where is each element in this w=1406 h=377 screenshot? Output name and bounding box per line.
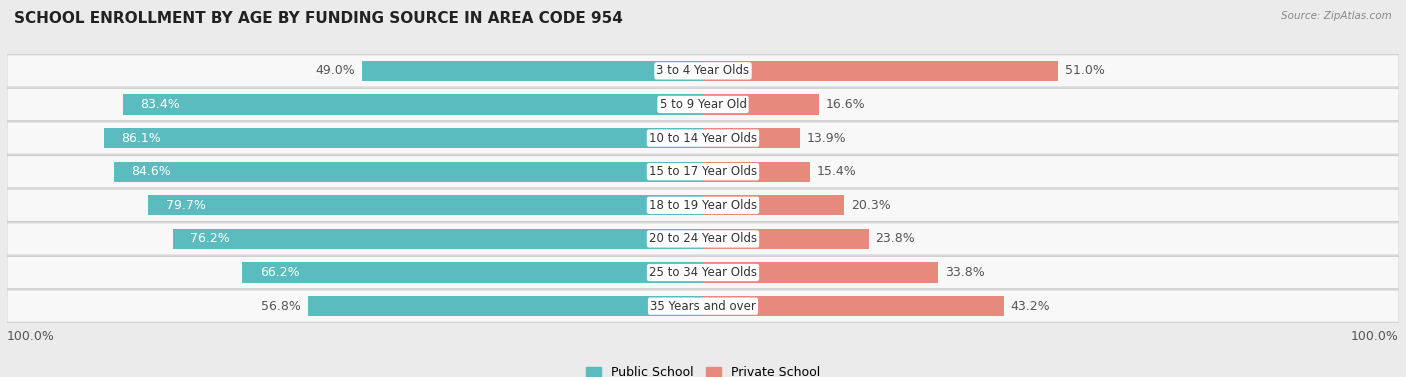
Bar bbox=[308, 296, 703, 316]
Text: 51.0%: 51.0% bbox=[1064, 64, 1105, 77]
FancyBboxPatch shape bbox=[7, 256, 1399, 289]
Text: SCHOOL ENROLLMENT BY AGE BY FUNDING SOURCE IN AREA CODE 954: SCHOOL ENROLLMENT BY AGE BY FUNDING SOUR… bbox=[14, 11, 623, 26]
Bar bbox=[703, 262, 938, 283]
Text: 35 Years and over: 35 Years and over bbox=[650, 300, 756, 313]
Legend: Public School, Private School: Public School, Private School bbox=[582, 363, 824, 377]
Bar bbox=[148, 195, 703, 215]
Text: 23.8%: 23.8% bbox=[876, 232, 915, 245]
FancyBboxPatch shape bbox=[7, 290, 1399, 322]
Bar bbox=[242, 262, 703, 283]
Bar bbox=[703, 296, 1004, 316]
Text: Source: ZipAtlas.com: Source: ZipAtlas.com bbox=[1281, 11, 1392, 21]
Text: 83.4%: 83.4% bbox=[141, 98, 180, 111]
Text: 84.6%: 84.6% bbox=[132, 165, 172, 178]
Bar bbox=[361, 61, 703, 81]
Text: 79.7%: 79.7% bbox=[166, 199, 205, 212]
Text: 49.0%: 49.0% bbox=[315, 64, 354, 77]
Text: 13.9%: 13.9% bbox=[807, 132, 846, 145]
Text: 10 to 14 Year Olds: 10 to 14 Year Olds bbox=[650, 132, 756, 145]
FancyBboxPatch shape bbox=[7, 189, 1399, 221]
Text: 66.2%: 66.2% bbox=[260, 266, 299, 279]
Bar bbox=[703, 61, 1057, 81]
Text: 100.0%: 100.0% bbox=[1351, 330, 1399, 343]
FancyBboxPatch shape bbox=[7, 122, 1399, 154]
Text: 18 to 19 Year Olds: 18 to 19 Year Olds bbox=[650, 199, 756, 212]
Bar bbox=[703, 128, 800, 148]
Text: 86.1%: 86.1% bbox=[121, 132, 160, 145]
Bar bbox=[173, 229, 703, 249]
Text: 20 to 24 Year Olds: 20 to 24 Year Olds bbox=[650, 232, 756, 245]
FancyBboxPatch shape bbox=[7, 55, 1399, 87]
Text: 76.2%: 76.2% bbox=[190, 232, 229, 245]
Text: 15 to 17 Year Olds: 15 to 17 Year Olds bbox=[650, 165, 756, 178]
Text: 3 to 4 Year Olds: 3 to 4 Year Olds bbox=[657, 64, 749, 77]
FancyBboxPatch shape bbox=[7, 156, 1399, 188]
Bar bbox=[703, 229, 869, 249]
Bar bbox=[104, 128, 703, 148]
Text: 56.8%: 56.8% bbox=[262, 300, 301, 313]
Text: 33.8%: 33.8% bbox=[945, 266, 986, 279]
FancyBboxPatch shape bbox=[7, 88, 1399, 121]
Bar bbox=[114, 162, 703, 182]
Text: 43.2%: 43.2% bbox=[1011, 300, 1050, 313]
Text: 25 to 34 Year Olds: 25 to 34 Year Olds bbox=[650, 266, 756, 279]
Bar bbox=[703, 162, 810, 182]
Bar bbox=[703, 195, 844, 215]
FancyBboxPatch shape bbox=[7, 223, 1399, 255]
Text: 5 to 9 Year Old: 5 to 9 Year Old bbox=[659, 98, 747, 111]
Text: 100.0%: 100.0% bbox=[7, 330, 55, 343]
Bar bbox=[703, 94, 818, 115]
Text: 20.3%: 20.3% bbox=[851, 199, 891, 212]
Text: 15.4%: 15.4% bbox=[817, 165, 856, 178]
Bar bbox=[122, 94, 703, 115]
Text: 16.6%: 16.6% bbox=[825, 98, 865, 111]
